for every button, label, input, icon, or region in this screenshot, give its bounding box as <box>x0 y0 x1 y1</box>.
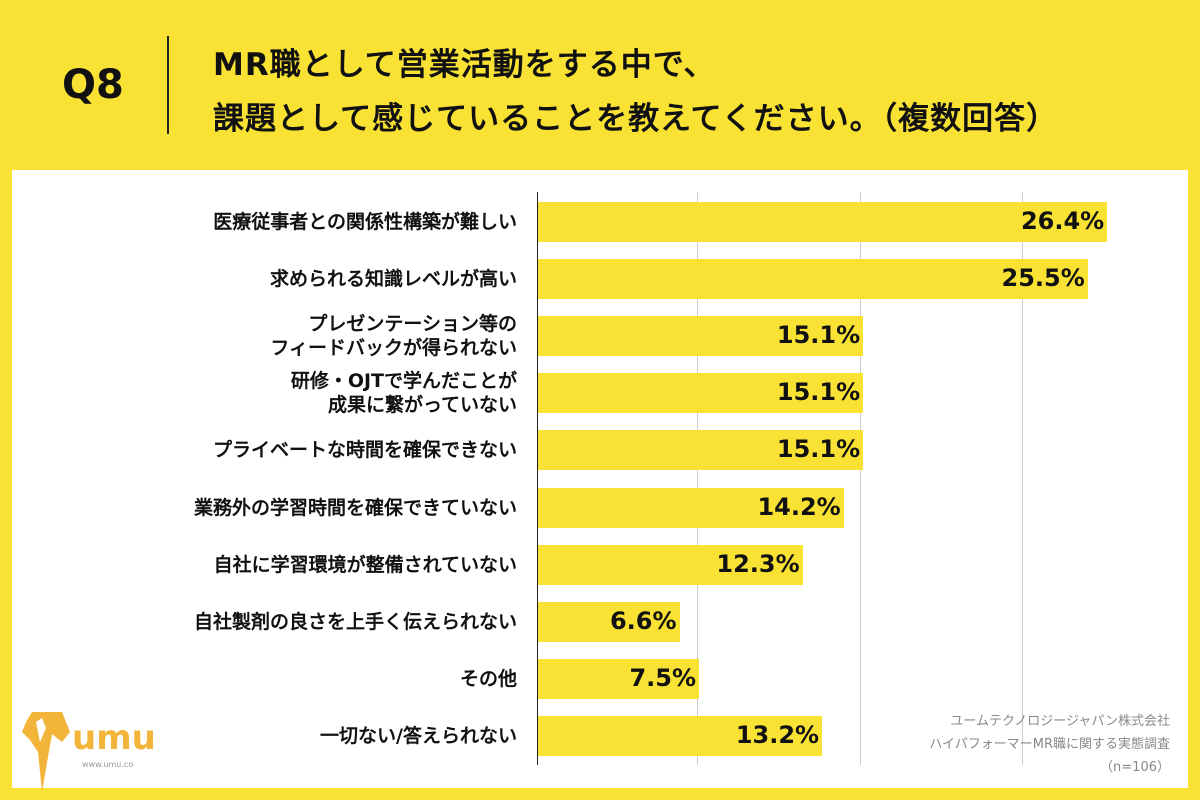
bar <box>537 658 699 699</box>
logo-url: www.umu.co <box>82 760 134 769</box>
category-label: 一切ない/答えられない <box>320 724 517 747</box>
bar <box>537 487 844 528</box>
sample-size: （n=106） <box>1100 760 1170 775</box>
category-label: 医療従事者との関係性構築が難しい <box>213 211 517 233</box>
bar <box>537 544 803 585</box>
bar <box>537 430 864 471</box>
logo-text: umu <box>72 718 156 758</box>
category-label: プライベートな時間を確保できない <box>212 439 517 462</box>
data-label: 6.6% <box>609 606 677 635</box>
category-label: 求められる知識レベルが高い <box>269 268 517 291</box>
data-label: 15.1% <box>776 321 861 350</box>
data-label: 25.5% <box>1001 264 1085 293</box>
gridline <box>860 192 861 765</box>
bar <box>537 202 1108 242</box>
data-label: 15.1% <box>776 435 861 464</box>
question-number: Q8 <box>62 62 124 108</box>
data-label: 26.4% <box>1020 207 1105 235</box>
umu-logo-icon <box>22 712 72 796</box>
data-label: 12.3% <box>716 549 800 578</box>
page-title: MR職として営業活動をする中で、 課題として感じていることを教えてください。（複… <box>213 38 1058 146</box>
source-company: ユームテクノロジージャパン株式会社 <box>950 714 1170 729</box>
bar <box>537 601 680 642</box>
bar <box>537 373 864 414</box>
category-label: その他 <box>459 667 517 690</box>
bar <box>537 715 823 756</box>
bar <box>537 316 864 357</box>
source-note: ユームテクノロジージャパン株式会社 ハイパフォーマーMR職に関する実態調査 （n… <box>929 710 1170 779</box>
category-label: 業務外の学習時間を確保できていない <box>193 496 517 519</box>
title-line-2: 課題として感じていることを教えてください。（複数回答） <box>213 101 1059 137</box>
data-label: 13.2% <box>735 720 820 749</box>
gridline <box>697 192 698 765</box>
data-label: 15.1% <box>776 378 861 407</box>
divider <box>167 36 169 134</box>
data-label: 7.5% <box>629 663 696 692</box>
category-label: プレゼンテーション等の フィードバックが得られない <box>270 313 517 360</box>
title-line-1: MR職として営業活動をする中で、 <box>213 47 716 83</box>
y-axis-line <box>537 192 538 765</box>
data-label: 14.2% <box>757 492 841 521</box>
category-label: 自社製剤の良さを上手く伝えられない <box>193 610 517 633</box>
category-label: 研修・OJTで学んだことが 成果に繋がっていない <box>290 370 517 417</box>
source-survey: ハイパフォーマーMR職に関する実態調査 <box>929 737 1170 752</box>
bar <box>537 259 1088 300</box>
category-label: 自社に学習環境が整備されていない <box>213 553 517 576</box>
gridline <box>1022 192 1023 765</box>
